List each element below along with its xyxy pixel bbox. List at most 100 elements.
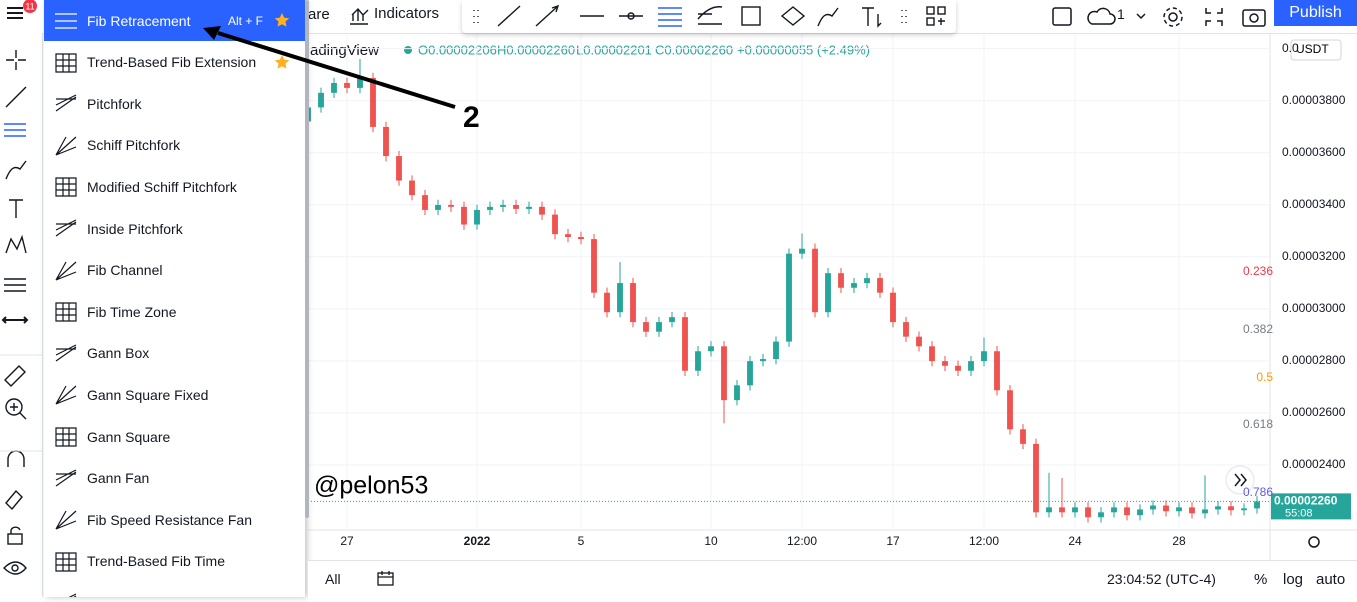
x-tick-label: 12:00 [969,534,999,548]
drawing-toolbar [462,0,956,33]
top-right-icons [1052,7,1266,27]
icon-glyph [55,344,77,362]
icon-glyph [55,510,77,530]
menu-item[interactable]: Fib Circles [44,582,305,597]
menu-item[interactable]: Modified Schiff Pitchfork [44,166,305,207]
legend-open: O0.00002206 [418,42,497,57]
candle-body [1189,507,1195,514]
x-tick-label: 27 [340,534,354,548]
menu-label: Gann Fan [87,470,150,487]
candle-body [1072,507,1078,513]
hamburger[interactable]: 11 [0,0,42,33]
y-tick-label: 0.00002400 [1282,457,1346,471]
menu-label: Gann Square [87,428,171,445]
candle-body [1020,429,1026,444]
currency[interactable]: USDT [1296,42,1329,56]
icon-glyph [55,136,77,156]
legend-low: L0.00002201 [576,42,652,57]
candle-body [435,204,441,210]
candle-body [578,237,584,240]
menu-label: Fib Speed Resistance Fan [87,511,252,528]
candle-body [747,361,753,386]
candle-body [1007,390,1013,430]
goto-date-icon[interactable] [376,569,396,589]
candle-body [721,346,727,401]
menu-label: Fib Circles [87,595,153,597]
menu-label: Trend-Based Fib Extension [87,54,257,71]
menu-item[interactable]: Trend-Based Fib Extension [44,42,305,83]
candle-body [565,234,571,238]
legend-high: H0.00002260 [497,42,575,57]
x-tick-label: 28 [1172,534,1186,548]
menu-item[interactable]: Inside Pitchfork [44,208,305,249]
candle-body [1124,507,1130,516]
candle-body [630,283,636,323]
menu-icon [55,136,77,156]
fib-tools-menu: Fib Retracement Alt + F Trend-Based Fib Ex… [44,0,305,597]
candle-body [1033,443,1039,513]
icon-glyph [55,177,77,197]
candle-body [396,156,402,181]
icon-glyph [55,94,77,112]
menu-item[interactable]: Fib Speed Resistance Fan [44,499,305,540]
candle-body [825,273,831,313]
candle-body [669,317,675,323]
menu-label: Trend-Based Fib Time [87,553,225,570]
bottom-bar: All 23:04:52 (UTC-4) % log auto [308,560,1357,598]
menu-item[interactable]: Gann Square [44,416,305,457]
publish-button[interactable]: Publish [1274,0,1357,26]
candle-body [552,214,558,235]
menu-item[interactable]: Pitchfork [44,83,305,124]
favorite-star [274,54,290,69]
currency-button[interactable] [1290,39,1342,61]
icon-glyph [55,469,77,487]
percent-toggle[interactable]: % [1254,571,1268,588]
price-axis-bg [1270,33,1357,560]
menu-item[interactable]: Trend-Based Fib Time [44,541,305,582]
candle-body [812,248,818,313]
log-toggle[interactable]: log [1283,571,1304,588]
candle-body [331,82,337,93]
axis-settings[interactable] [1308,536,1320,548]
candle-body [1059,507,1065,513]
indicators-button[interactable]: Indicators [374,5,440,22]
legend-source: adingView [310,42,379,59]
menu-item[interactable]: Fib Retracement Alt + F [44,0,305,41]
compare-button[interactable]: are [308,6,330,23]
range-all[interactable]: All [325,571,341,587]
candle-body [734,385,740,401]
menu-label: Fib Time Zone [87,303,177,320]
scroll-icon [1234,473,1247,487]
candle-body [877,278,883,293]
y-tick-label: 0.00003200 [1282,249,1346,263]
menu-icon [55,302,77,322]
menu-scrollbar[interactable] [305,0,309,518]
y-tick-label: 0.00003600 [1282,145,1346,159]
candle-body [1241,508,1247,511]
menu-label: Modified Schiff Pitchfork [87,178,237,195]
candle-body [357,78,363,88]
candle-body [695,351,701,371]
menu-item[interactable]: Fib Channel [44,250,305,291]
candle-body [1111,507,1117,513]
x-tick-label: 10 [704,534,718,548]
last-price-label: 0.00002260 [1274,494,1338,508]
menu-item[interactable]: Gann Box [44,333,305,374]
menu-item[interactable]: Gann Square Fixed [44,374,305,415]
menu-item[interactable]: Fib Time Zone [44,291,305,332]
menu-item[interactable]: Gann Fan [44,458,305,499]
auto-toggle[interactable]: auto [1316,571,1346,588]
menu-label: Fib Retracement [87,12,191,29]
candle-body [1202,509,1208,514]
legend-change: +0.00000055 (+2.49%) [737,42,870,57]
candle-body [409,180,415,196]
notification-badge: 11 [25,1,34,11]
menu-icon [55,94,77,112]
menu-icon [55,261,77,281]
menu-item[interactable]: Schiff Pitchfork [44,125,305,166]
candle-body [344,82,350,88]
legend-close: C0.00002260 [655,42,733,57]
candle-body [994,351,1000,391]
candle-body [838,273,844,288]
